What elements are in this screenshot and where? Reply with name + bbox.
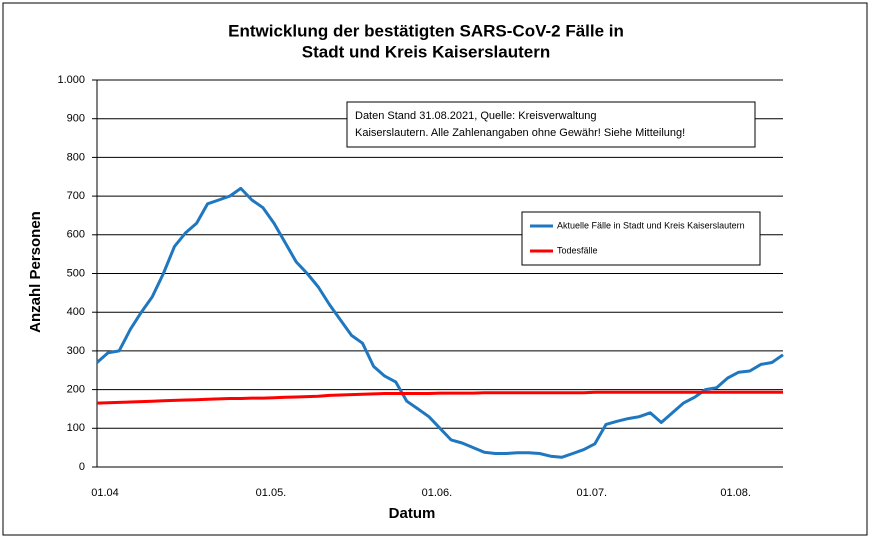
y-tick-label: 300 [67, 345, 85, 357]
y-tick-label: 600 [67, 229, 85, 241]
y-tick-label: 500 [67, 267, 85, 279]
y-tick-label: 400 [67, 306, 85, 318]
legend-label: Aktuelle Fälle in Stadt und Kreis Kaiser… [557, 220, 745, 230]
annotation-box [346, 101, 756, 148]
y-tick-label: 0 [79, 461, 85, 473]
data-line [96, 186, 784, 459]
legend-label: Todesfälle [557, 245, 598, 255]
y-tick-label: 200 [67, 384, 85, 396]
chart-title: Stadt und Kreis Kaiserslautern [302, 42, 550, 61]
x-axis-label: Datum [389, 505, 436, 522]
y-tick-label: 700 [67, 190, 85, 202]
annotation: Kaiserslautern. Alle Zahlenangaben ohne … [355, 127, 685, 139]
x-tick-label: 01.08. [720, 487, 751, 499]
annotation: Daten Stand 31.08.2021, Quelle: Kreisver… [355, 110, 597, 122]
x-tick-label: 01.07. [577, 487, 608, 499]
y-tick-label: 900 [67, 113, 85, 125]
x-tick-label: 01.04 [91, 487, 119, 499]
y-tick-label: 100 [67, 422, 85, 434]
chart-title: Entwicklung der bestätigten SARS-CoV-2 F… [228, 21, 624, 40]
data-line [96, 390, 783, 405]
legend-box [521, 211, 761, 266]
x-tick-label: 01.06. [422, 487, 453, 499]
x-tick-label: 01.05. [256, 487, 287, 499]
y-tick-label: 1.000 [57, 74, 85, 86]
y-axis-label: Anzahl Personen [27, 211, 44, 333]
y-tick-label: 800 [67, 151, 85, 163]
